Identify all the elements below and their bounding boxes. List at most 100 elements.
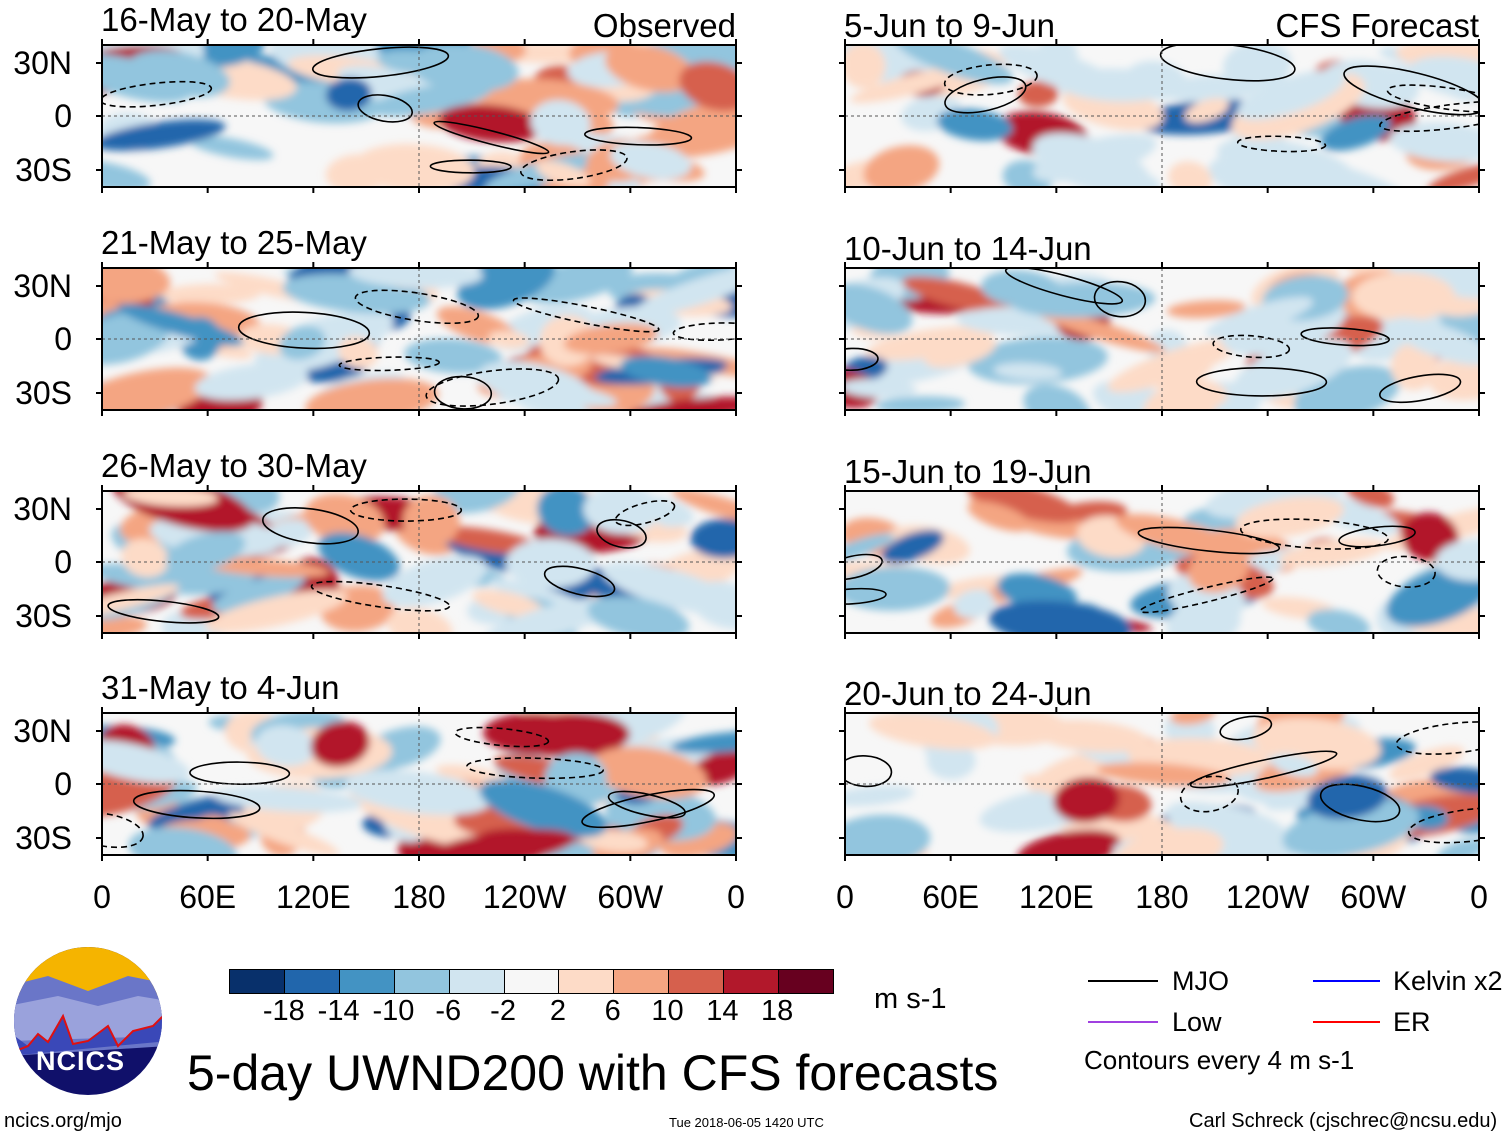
footer-url[interactable]: ncics.org/mjo bbox=[4, 1110, 122, 1132]
wind-anomaly-blob bbox=[1053, 777, 1120, 823]
mjo-contour bbox=[1212, 334, 1291, 359]
wind-anomaly-blob bbox=[187, 135, 274, 161]
longitude-label: 120W bbox=[1225, 879, 1310, 915]
mjo-contour bbox=[1386, 84, 1479, 113]
wind-anomaly-blob bbox=[1166, 300, 1246, 319]
legend-mjo-label: MJO bbox=[1172, 966, 1229, 996]
mjo-contour bbox=[1376, 555, 1436, 588]
longitude-label: 120E bbox=[275, 879, 351, 915]
contour-note: Contours every 4 m s-1 bbox=[1084, 1045, 1355, 1075]
wind-anomaly-blob bbox=[128, 50, 230, 98]
wind-anomaly-blob bbox=[279, 325, 326, 360]
latitude-label: 30S bbox=[15, 152, 72, 188]
wind-anomaly-blob bbox=[1018, 80, 1059, 108]
mjo-contour bbox=[349, 498, 463, 522]
wind-anomaly-blob bbox=[850, 65, 978, 103]
legend-low-line bbox=[1088, 1021, 1158, 1023]
wind-anomaly-blob bbox=[926, 741, 976, 780]
colorbar-swatch bbox=[393, 970, 449, 993]
mjo-contour bbox=[943, 63, 1038, 96]
wind-anomaly-blob bbox=[479, 779, 607, 838]
wind-anomaly-blob bbox=[1429, 350, 1479, 401]
wind-field bbox=[102, 45, 736, 187]
wind-anomaly-blob bbox=[160, 283, 261, 305]
wind-anomaly-blob bbox=[1115, 513, 1239, 557]
map-panel bbox=[839, 39, 1485, 193]
wind-anomaly-blob bbox=[310, 721, 370, 767]
wind-field bbox=[102, 491, 736, 633]
mjo-contour bbox=[614, 500, 676, 527]
mjo-contour bbox=[1195, 367, 1328, 397]
wind-field bbox=[845, 491, 1479, 633]
colorbar-swatch bbox=[338, 970, 394, 993]
wind-anomaly-blob bbox=[102, 615, 147, 633]
mjo-contour bbox=[357, 94, 413, 123]
mjo-contour bbox=[581, 788, 716, 829]
wind-anomaly-blob bbox=[1107, 338, 1241, 393]
legend-low-label: Low bbox=[1172, 1007, 1222, 1037]
wind-anomaly-blob bbox=[165, 531, 246, 573]
wind-anomaly-blob bbox=[212, 573, 305, 613]
wind-anomaly-blob bbox=[1235, 496, 1344, 538]
legend-kelvin-label: Kelvin x2 bbox=[1393, 966, 1503, 996]
mjo-contour bbox=[520, 149, 628, 182]
wind-anomaly-blob bbox=[382, 555, 487, 608]
panel-title: 15-Jun to 19-Jun bbox=[844, 453, 1092, 490]
legend-er-line bbox=[1313, 1021, 1380, 1023]
colorbar-swatch bbox=[613, 970, 669, 993]
mjo-contour bbox=[845, 553, 883, 581]
wind-anomaly-blob bbox=[102, 311, 170, 365]
wind-anomaly-blob bbox=[845, 785, 915, 807]
latitude-label: 30S bbox=[15, 598, 72, 634]
colorbar-tick-label: -18 bbox=[262, 995, 305, 1027]
colorbar-swatch bbox=[283, 970, 339, 993]
panel-source-tag: Observed bbox=[592, 7, 736, 44]
colorbar-swatch bbox=[230, 970, 284, 993]
logo-text: NCICS bbox=[36, 1046, 126, 1076]
colorbar-tick-label: 2 bbox=[549, 995, 566, 1027]
latitude-label: 0 bbox=[54, 766, 72, 802]
map-panel bbox=[96, 262, 742, 416]
wind-anomaly-blob bbox=[1114, 828, 1224, 855]
wind-anomaly-blob bbox=[866, 326, 994, 361]
wind-anomaly-blob bbox=[1388, 317, 1479, 366]
colorbar-tick-label: 14 bbox=[706, 995, 739, 1027]
longitude-label: 60W bbox=[1340, 879, 1407, 915]
colorbar-swatch bbox=[503, 970, 559, 993]
wind-anomaly-blob bbox=[1386, 565, 1479, 627]
wind-anomaly-blob bbox=[967, 501, 1031, 532]
wind-anomaly-blob bbox=[228, 812, 340, 855]
wind-anomaly-blob bbox=[472, 589, 545, 618]
longitude-label: 60E bbox=[922, 879, 980, 915]
mjo-contour bbox=[102, 812, 144, 849]
wind-anomaly-blob bbox=[631, 268, 736, 317]
wind-anomaly-blob bbox=[863, 145, 940, 187]
wind-anomaly-blob bbox=[1427, 162, 1479, 187]
wind-anomaly-blob bbox=[102, 119, 226, 151]
latitude-label: 0 bbox=[54, 321, 72, 357]
wind-anomaly-blob bbox=[1168, 161, 1213, 187]
longitude-label: 180 bbox=[392, 879, 446, 915]
panel-source-tag: CFS Forecast bbox=[1275, 7, 1479, 44]
colorbar-units: m s-1 bbox=[874, 983, 947, 1015]
wind-anomaly-blob bbox=[304, 493, 385, 545]
colorbar-swatch bbox=[723, 970, 779, 993]
wind-anomaly-blob bbox=[1284, 159, 1412, 187]
mjo-contour bbox=[512, 297, 660, 333]
colorbar-swatch bbox=[668, 970, 724, 993]
wind-anomaly-blob bbox=[344, 770, 492, 815]
wind-anomaly-blob bbox=[1345, 491, 1395, 508]
mjo-contour bbox=[944, 76, 1027, 114]
wind-anomaly-blob bbox=[535, 160, 591, 187]
mjo-contour bbox=[672, 322, 736, 342]
mjo-contour bbox=[102, 80, 213, 108]
colorbar-tick-label: -10 bbox=[372, 995, 415, 1027]
wind-anomaly-blob bbox=[118, 303, 244, 346]
latitude-label: 30N bbox=[13, 491, 72, 527]
wind-anomaly-blob bbox=[318, 532, 400, 581]
longitude-label: 120E bbox=[1018, 879, 1094, 915]
wind-field bbox=[845, 713, 1479, 855]
figure-title: 5-day UWND200 with CFS forecasts bbox=[187, 1045, 999, 1101]
wind-anomaly-blob bbox=[845, 45, 886, 89]
